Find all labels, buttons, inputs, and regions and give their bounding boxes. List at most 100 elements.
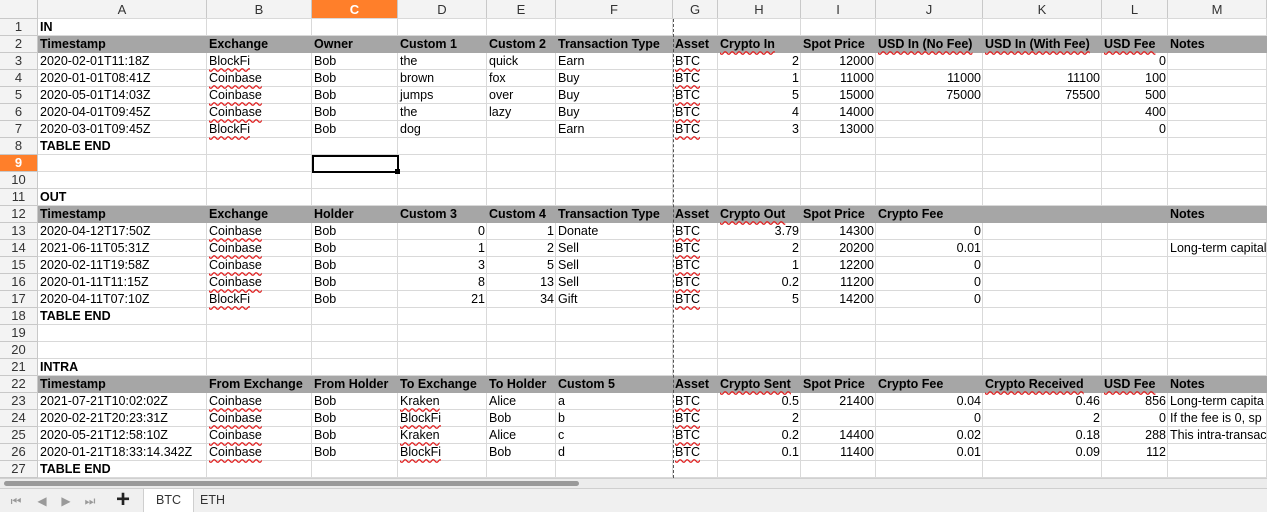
header-cell-in[interactable]: USD In (No Fee)	[876, 36, 974, 53]
data-cell-in[interactable]: 4	[718, 104, 801, 121]
header-cell-in[interactable]: USD In (With Fee)	[983, 36, 1092, 53]
data-cell-in[interactable]: jumps	[398, 87, 435, 104]
data-cell-out[interactable]: Long-term capital	[1168, 240, 1267, 257]
data-cell-out[interactable]: 2	[718, 240, 801, 257]
data-cell-intra[interactable]: If the fee is 0, sp	[1168, 410, 1264, 427]
column-header-j[interactable]: J	[876, 0, 983, 19]
data-cell-intra[interactable]: b	[556, 410, 567, 427]
data-cell-intra[interactable]: BlockFi	[398, 410, 443, 427]
data-cell-in[interactable]: brown	[398, 70, 436, 87]
data-cell-in[interactable]: 3	[718, 121, 801, 138]
column-header-b[interactable]: B	[207, 0, 312, 19]
prev-sheet-icon[interactable]: ◀	[37, 494, 47, 508]
data-cell-in[interactable]: quick	[487, 53, 520, 70]
data-cell-intra[interactable]: 11400	[801, 444, 876, 461]
data-cell-intra[interactable]: 0.46	[983, 393, 1102, 410]
data-cell-intra[interactable]: 21400	[801, 393, 876, 410]
header-cell-in[interactable]: Spot Price	[801, 36, 867, 53]
column-header-a[interactable]: A	[38, 0, 207, 19]
row-header-3[interactable]: 3	[0, 53, 38, 70]
header-cell-out[interactable]: Spot Price	[801, 206, 867, 223]
data-cell-out[interactable]: 2020-04-12T17:50Z	[38, 223, 153, 240]
data-cell-out[interactable]: BTC	[673, 291, 702, 308]
data-cell-out[interactable]: Sell	[556, 257, 581, 274]
data-cell-intra[interactable]: d	[556, 444, 567, 461]
data-cell-out[interactable]: 2020-04-11T07:10Z	[38, 291, 152, 308]
header-cell-in[interactable]: Transaction Type	[556, 36, 662, 53]
data-cell-in[interactable]: 2020-01-01T08:41Z	[38, 70, 153, 87]
data-cell-intra[interactable]: 0.18	[983, 427, 1102, 444]
header-cell-in[interactable]: Notes	[1168, 36, 1207, 53]
row-header-14[interactable]: 14	[0, 240, 38, 257]
header-cell-out[interactable]: Crypto Out	[718, 206, 787, 223]
data-cell-in[interactable]: 2020-05-01T14:03Z	[38, 87, 153, 104]
header-cell-out[interactable]: Exchange	[207, 206, 270, 223]
data-cell-intra[interactable]: Kraken	[398, 427, 442, 444]
data-cell-in[interactable]: Coinbase	[207, 70, 264, 87]
data-cell-intra[interactable]: This intra-transac	[1168, 427, 1267, 444]
data-cell-out[interactable]: 13	[487, 274, 556, 291]
column-header-l[interactable]: L	[1102, 0, 1168, 19]
data-cell-out[interactable]: 2021-06-11T05:31Z	[38, 240, 152, 257]
row-header-27[interactable]: 27	[0, 461, 38, 478]
data-cell-in[interactable]: 11000	[801, 70, 876, 87]
data-cell-in[interactable]: 2020-03-01T09:45Z	[38, 121, 153, 138]
data-cell-out[interactable]: 14300	[801, 223, 876, 240]
row-header-1[interactable]: 1	[0, 19, 38, 36]
data-cell-in[interactable]: 12000	[801, 53, 876, 70]
data-cell-out[interactable]: 0.01	[876, 240, 983, 257]
data-cell-in[interactable]: lazy	[487, 104, 513, 121]
header-cell-intra[interactable]: To Holder	[487, 376, 548, 393]
next-sheet-icon[interactable]: ▶	[61, 494, 71, 508]
data-cell-in[interactable]: 14000	[801, 104, 876, 121]
data-cell-in[interactable]: BTC	[673, 121, 702, 138]
row-header-7[interactable]: 7	[0, 121, 38, 138]
data-cell-in[interactable]: 500	[1102, 87, 1168, 104]
sheet-tab-btc[interactable]: BTC	[143, 489, 194, 512]
header-cell-intra[interactable]: Crypto Received	[983, 376, 1086, 393]
data-cell-in[interactable]: BTC	[673, 53, 702, 70]
data-cell-out[interactable]: BTC	[673, 240, 702, 257]
data-cell-out[interactable]: Donate	[556, 223, 600, 240]
row-header-17[interactable]: 17	[0, 291, 38, 308]
data-cell-out[interactable]: 3.79	[718, 223, 801, 240]
data-cell-in[interactable]: Bob	[312, 70, 338, 87]
data-cell-intra[interactable]: 0.09	[983, 444, 1102, 461]
data-cell-intra[interactable]: Coinbase	[207, 444, 264, 461]
data-cell-in[interactable]: 0	[1102, 53, 1168, 70]
header-cell-in[interactable]: Timestamp	[38, 36, 108, 53]
sheet-tab-eth[interactable]: ETH	[200, 493, 225, 507]
data-cell-in[interactable]: 2020-04-01T09:45Z	[38, 104, 153, 121]
section-title-out[interactable]: OUT	[38, 189, 68, 206]
row-header-23[interactable]: 23	[0, 393, 38, 410]
data-cell-intra[interactable]: BlockFi	[398, 444, 443, 461]
data-cell-out[interactable]: 2020-01-11T11:15Z	[38, 274, 151, 291]
header-cell-intra[interactable]: Crypto Sent	[718, 376, 793, 393]
data-cell-intra[interactable]: 14400	[801, 427, 876, 444]
data-cell-in[interactable]: Bob	[312, 121, 338, 138]
data-cell-out[interactable]: 1	[487, 223, 556, 240]
data-cell-intra[interactable]: 0.1	[718, 444, 801, 461]
data-cell-in[interactable]: Bob	[312, 53, 338, 70]
data-cell-out[interactable]: 0	[876, 291, 983, 308]
data-cell-in[interactable]: 2	[718, 53, 801, 70]
data-cell-intra[interactable]: Coinbase	[207, 427, 264, 444]
column-header-g[interactable]: G	[673, 0, 718, 19]
header-cell-out[interactable]: Transaction Type	[556, 206, 662, 223]
header-cell-out[interactable]: Crypto Fee	[876, 206, 945, 223]
data-cell-out[interactable]: 5	[487, 257, 556, 274]
row-header-19[interactable]: 19	[0, 325, 38, 342]
first-sheet-icon[interactable]: ⏮	[10, 494, 22, 508]
add-sheet-button[interactable]: +	[115, 486, 130, 513]
data-cell-out[interactable]: 21	[398, 291, 487, 308]
data-cell-out[interactable]: 2020-02-11T19:58Z	[38, 257, 152, 274]
header-cell-in[interactable]: Custom 2	[487, 36, 548, 53]
data-cell-out[interactable]: Bob	[312, 274, 338, 291]
row-header-25[interactable]: 25	[0, 427, 38, 444]
row-header-13[interactable]: 13	[0, 223, 38, 240]
data-cell-in[interactable]: Buy	[556, 104, 582, 121]
row-header-21[interactable]: 21	[0, 359, 38, 376]
data-cell-intra[interactable]: Alice	[487, 427, 518, 444]
data-cell-in[interactable]: 75000	[876, 87, 983, 104]
data-cell-out[interactable]: 0	[876, 274, 983, 291]
